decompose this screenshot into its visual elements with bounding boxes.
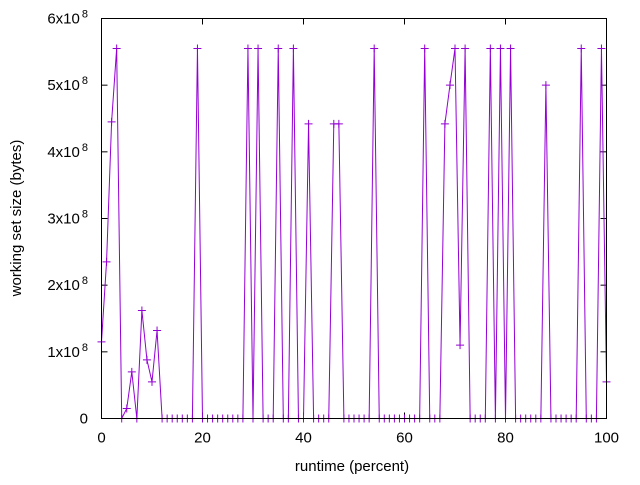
series-working-set (97, 44, 611, 423)
data-point (370, 44, 379, 53)
data-point (456, 341, 465, 350)
y-tick-label: 3x10 8 (47, 209, 88, 228)
data-point (440, 119, 449, 128)
y-tick-label: 4x10 8 (47, 142, 88, 161)
data-point (445, 81, 454, 90)
x-tick-label: 0 (97, 430, 105, 447)
data-point (597, 44, 606, 53)
axes: 0 20 40 60 80 100 0 1x10 8 2x10 8 3x10 8 4x10 8 5x10 8 6x… (47, 9, 619, 447)
data-point (274, 44, 283, 53)
x-axis-label: runtime (percent) (295, 458, 409, 475)
data-point (148, 377, 156, 386)
y-tick-label: 6x10 8 (47, 9, 88, 28)
x-tick-label: 40 (295, 430, 312, 447)
x-tick-label: 20 (194, 430, 211, 447)
data-point (461, 44, 470, 53)
series-line (101, 48, 607, 419)
data-point (334, 119, 343, 128)
x-tick-label: 80 (497, 430, 514, 447)
y-axis-label: working set size (bytes) (8, 140, 25, 298)
data-point (137, 306, 146, 315)
data-point (243, 44, 252, 53)
data-point (193, 44, 202, 53)
data-point (486, 44, 495, 53)
data-point (541, 81, 550, 90)
x-tick-label: 60 (396, 430, 413, 447)
data-point (420, 44, 429, 53)
x-tick-label: 100 (594, 430, 619, 447)
data-point (451, 44, 459, 53)
data-point (112, 44, 121, 53)
data-point (127, 367, 136, 376)
plot-border (101, 18, 607, 419)
data-point (153, 326, 162, 335)
data-point (304, 119, 313, 128)
data-point (254, 44, 263, 53)
y-tick-label: 1x10 8 (47, 342, 88, 361)
data-point (506, 44, 515, 53)
data-point (289, 44, 298, 53)
y-tick-label: 5x10 8 (47, 75, 88, 94)
y-tick-label: 0 (80, 411, 88, 428)
data-point (142, 355, 151, 364)
y-tick-label: 2x10 8 (47, 275, 88, 294)
data-point (107, 117, 116, 126)
data-point (122, 404, 131, 413)
data-point (577, 44, 586, 53)
data-point (102, 257, 111, 266)
data-point (496, 44, 505, 53)
